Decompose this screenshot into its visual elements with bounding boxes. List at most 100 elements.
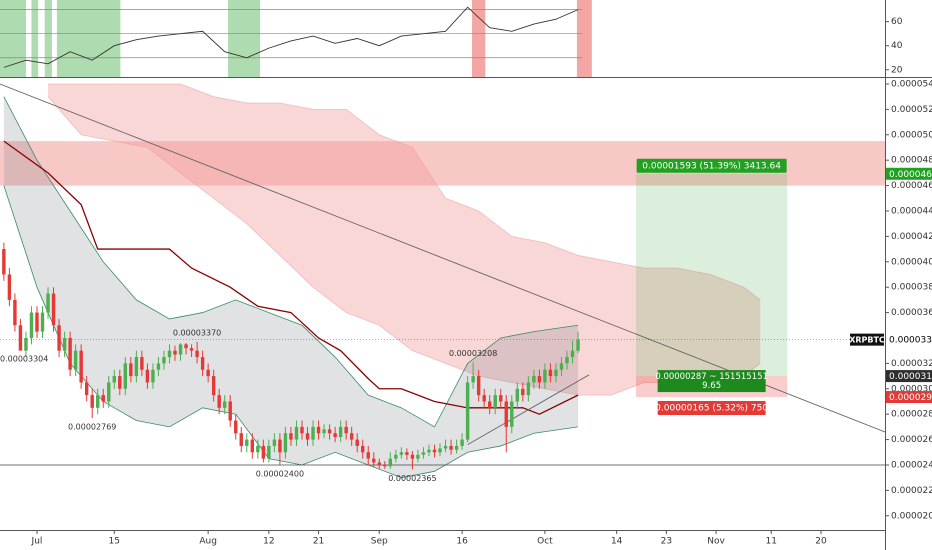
candle-body xyxy=(206,369,210,377)
candle-body xyxy=(443,445,448,449)
candle-body xyxy=(151,369,155,383)
candle-body xyxy=(184,344,188,349)
rsi-pane xyxy=(0,0,592,77)
candle-body xyxy=(167,350,172,358)
y-tick-label: 0.00003000 xyxy=(891,384,932,394)
rsi-low-zone xyxy=(228,0,261,77)
x-tick-label: 11 xyxy=(766,537,777,547)
candle-body xyxy=(383,464,387,467)
candle-body xyxy=(245,439,249,446)
price-pane: 0.00003304 0.00002769 0.00003370 0.00002400… xyxy=(0,83,885,483)
bollinger-upper xyxy=(3,96,579,428)
candle-body xyxy=(40,312,45,332)
price-label: 0.00003370 xyxy=(173,328,221,337)
candle-body xyxy=(35,312,39,332)
price-label: 0.00003304 xyxy=(0,355,48,364)
candle-body xyxy=(62,337,67,351)
last-price-badge: 0.00003387 xyxy=(889,336,932,346)
y-tick-label: 0.00003600 xyxy=(891,308,932,318)
candle-body xyxy=(140,357,144,370)
rsi-line xyxy=(3,6,579,68)
y-tick-label: 0.00003800 xyxy=(891,283,932,293)
candle-body xyxy=(499,395,503,402)
candle-body xyxy=(29,312,34,338)
candle-body xyxy=(145,369,150,383)
x-tick-label: Aug xyxy=(199,537,217,547)
rsi-tick-label: 60 xyxy=(891,17,903,27)
y-tick-label: 0.00005400 xyxy=(891,79,932,89)
candle-body xyxy=(532,376,536,383)
candle-body xyxy=(107,382,111,402)
target-badge: 0.00004693 xyxy=(889,170,932,180)
candle-body xyxy=(123,363,128,389)
candle-body xyxy=(68,337,72,370)
target-badge-bg xyxy=(886,167,932,180)
entry-badge: 0.00003100 xyxy=(889,372,932,382)
candle-body xyxy=(79,350,83,383)
x-tick-label: Nov xyxy=(707,537,725,547)
candle-body xyxy=(416,454,420,459)
candle-body xyxy=(405,452,409,455)
rsi-low-zone xyxy=(31,0,39,77)
candle-body xyxy=(510,401,514,427)
y-tick-label: 0.00002000 xyxy=(891,511,932,521)
price-label: 0.00002400 xyxy=(256,469,304,478)
candle-body xyxy=(283,433,288,453)
candle-body xyxy=(322,429,326,434)
candle-body xyxy=(46,293,50,313)
info-line: 0.00000287 ~ 151515151 xyxy=(655,372,768,382)
candle-body xyxy=(487,401,492,408)
price-label: 0.00003208 xyxy=(449,349,497,358)
stop-label: 0.00000165 (5.32%) 750 xyxy=(655,404,768,414)
candle-body xyxy=(211,376,216,396)
stop-label-box xyxy=(657,401,766,416)
cloud-upper xyxy=(48,83,761,301)
candle-body xyxy=(173,350,177,355)
candle-body xyxy=(51,293,56,326)
candle-body xyxy=(267,445,271,459)
candle-body xyxy=(289,433,293,440)
x-tick-label: 23 xyxy=(661,537,672,547)
x-tick-label: Oct xyxy=(537,537,553,547)
candle-body xyxy=(565,357,569,364)
price-label: 0.00002365 xyxy=(388,474,436,483)
candle-body xyxy=(576,339,580,351)
candle-body xyxy=(178,344,183,355)
y-tick-label: 0.00002400 xyxy=(891,460,932,470)
stop-badge-bg xyxy=(886,391,932,404)
rsi-low-zone xyxy=(56,0,121,77)
candle-body xyxy=(361,445,365,453)
candle-body xyxy=(134,357,139,377)
y-tick-label: 0.00002800 xyxy=(891,410,932,420)
candle-body xyxy=(305,433,310,440)
candle-body xyxy=(537,376,542,383)
candle-body xyxy=(294,426,299,440)
candle-body xyxy=(73,350,78,370)
candle-body xyxy=(338,426,343,438)
rsi-low-zone xyxy=(0,0,26,77)
candle-body xyxy=(300,426,304,434)
candle-body xyxy=(521,388,525,396)
candle-body xyxy=(377,462,381,465)
candle-body xyxy=(570,350,575,358)
target-label-box xyxy=(636,158,787,173)
candle-body xyxy=(162,357,166,364)
candle-body xyxy=(24,337,28,351)
last-price-badge-bg xyxy=(886,333,932,346)
candle-body xyxy=(189,348,194,351)
info-line: 9.65 xyxy=(702,381,721,391)
candle-body xyxy=(261,445,266,459)
candle-body xyxy=(465,382,470,440)
rsi-tick-label: 40 xyxy=(891,41,903,51)
candle-body xyxy=(316,426,321,434)
candle-body xyxy=(454,445,459,450)
candle-body xyxy=(250,439,255,453)
candle-body xyxy=(311,426,315,440)
candle-body xyxy=(372,458,376,463)
candle-body xyxy=(438,448,442,453)
candle-body xyxy=(195,350,199,358)
target-label: 0.00001593 (51.39%) 3413.64 xyxy=(642,161,781,171)
candle-body xyxy=(515,388,520,402)
candle-body xyxy=(156,363,161,370)
